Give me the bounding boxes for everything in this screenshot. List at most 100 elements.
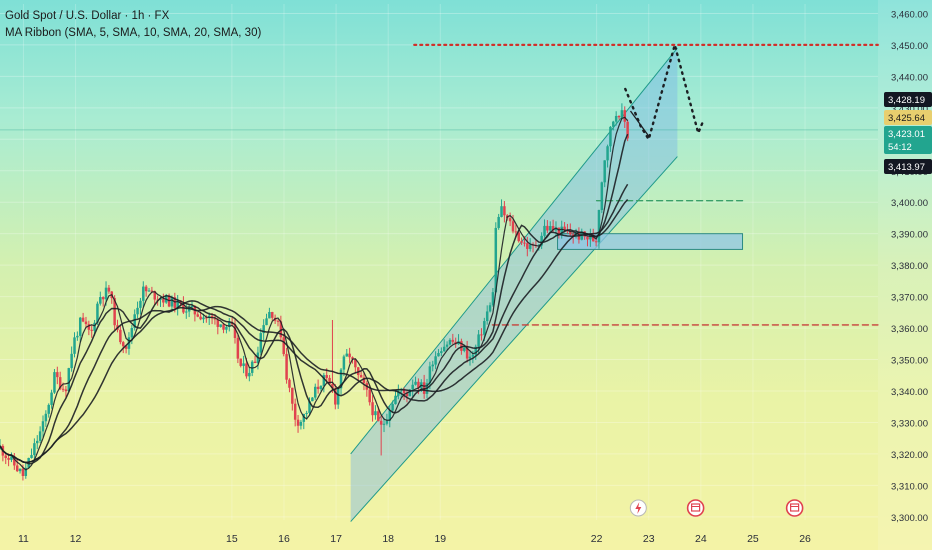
candle-body	[477, 334, 480, 347]
price-tick-label: 3,440.00	[891, 72, 928, 83]
candle	[394, 390, 397, 405]
candle-body	[342, 356, 346, 370]
candle-body	[4, 455, 7, 459]
candle	[10, 452, 13, 463]
candle-body	[84, 321, 88, 325]
calendar-event-icon[interactable]	[785, 499, 804, 517]
candle	[428, 361, 432, 390]
event-icon-circle	[785, 499, 804, 517]
candle-body	[485, 311, 489, 322]
candle	[153, 290, 157, 305]
candle-body	[391, 404, 394, 411]
candle-body	[617, 115, 621, 118]
lightning-event-icon[interactable]	[629, 499, 647, 517]
price-badge: 3,425.64	[884, 110, 932, 125]
candle-body	[124, 346, 128, 349]
candle-body	[228, 322, 231, 327]
candle-body	[36, 440, 39, 444]
candle	[233, 318, 237, 344]
candle-body	[308, 401, 311, 413]
candle-body	[586, 236, 589, 240]
candle-body	[173, 297, 177, 309]
candle-body	[136, 307, 139, 315]
candle	[78, 316, 82, 343]
candle-body	[216, 319, 220, 327]
candle-body	[30, 455, 33, 458]
candle-body	[526, 243, 529, 249]
candle-body	[282, 337, 285, 355]
candle-body	[299, 421, 303, 426]
candle-body	[159, 298, 162, 300]
candle-body	[271, 311, 274, 318]
candle	[299, 419, 303, 430]
candle-body	[316, 386, 320, 390]
candle-body	[67, 368, 71, 392]
candle-body	[351, 357, 354, 360]
candle	[81, 312, 85, 323]
candle	[44, 410, 48, 427]
candle-body	[15, 465, 19, 472]
candle	[319, 385, 323, 392]
grid	[0, 4, 878, 520]
candle-body	[345, 353, 349, 357]
candle-body	[569, 230, 572, 235]
candle-body	[379, 420, 383, 425]
candle-body	[225, 326, 228, 330]
price-tick-label: 3,380.00	[891, 261, 928, 272]
price-badge-label: 3,413.97	[888, 162, 925, 173]
time-tick-label: 17	[330, 533, 342, 545]
candle-body	[546, 225, 549, 231]
candle-body	[96, 303, 99, 323]
price-badge-label: 3,423.01	[888, 129, 925, 140]
candle	[228, 317, 231, 332]
candle-body	[591, 235, 595, 242]
candle-body	[417, 381, 420, 389]
candle-body	[600, 182, 604, 210]
price-tick-label: 3,460.00	[891, 9, 928, 20]
candle	[339, 368, 343, 395]
candle	[262, 319, 265, 341]
candle-body	[210, 315, 214, 318]
candle-body	[497, 216, 500, 228]
candle	[311, 397, 314, 402]
candle	[282, 333, 285, 357]
candle	[517, 230, 520, 243]
candle	[600, 181, 604, 214]
candle-body	[288, 379, 291, 388]
candle-body	[10, 456, 13, 460]
candle-body	[222, 324, 225, 330]
candle-body	[428, 366, 432, 384]
candle-body	[554, 227, 558, 231]
time-tick-label: 15	[226, 533, 238, 545]
candle-body	[76, 335, 79, 338]
candle-body	[500, 206, 503, 217]
candle	[331, 319, 334, 393]
candle-body	[319, 385, 323, 390]
candle	[500, 199, 503, 218]
candle-body	[356, 367, 360, 376]
candle-body	[551, 226, 555, 231]
candle	[617, 115, 621, 120]
sma-20-line	[0, 183, 629, 464]
candle-body	[405, 393, 409, 397]
candle	[53, 369, 56, 394]
candle	[368, 385, 371, 406]
candle	[38, 426, 42, 444]
candle	[485, 305, 489, 325]
candle	[359, 371, 363, 378]
candle-body	[53, 372, 56, 393]
candle	[597, 209, 601, 249]
candle	[67, 367, 71, 392]
candle	[566, 223, 569, 234]
candle	[56, 366, 59, 385]
candle	[107, 284, 111, 294]
candle-body	[322, 375, 326, 386]
calendar-event-icon[interactable]	[686, 499, 705, 517]
candle-body	[242, 363, 245, 366]
candle-body	[334, 388, 337, 405]
candle-body	[374, 411, 377, 416]
candle-body	[431, 364, 434, 367]
candle-body	[262, 325, 265, 334]
